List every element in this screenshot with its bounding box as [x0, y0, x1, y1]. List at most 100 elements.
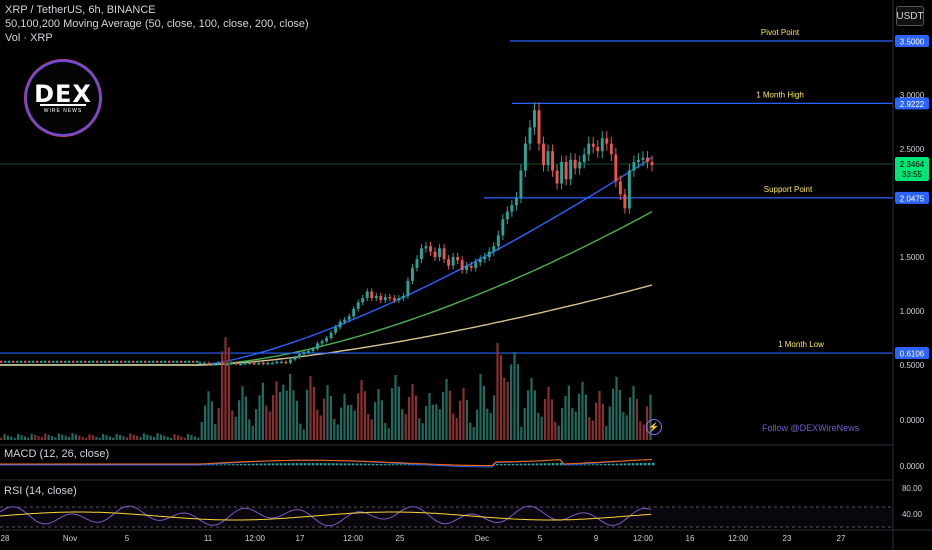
price-axis[interactable]: 3.0000 2.5000 1.5000 1.0000 0.5000 0.0000 2.34… — [892, 0, 929, 550]
volume-bar — [183, 437, 186, 440]
volume-bar — [108, 436, 111, 440]
volume-bar — [105, 435, 108, 440]
candle — [433, 251, 437, 257]
candle — [76, 360, 79, 363]
macd-histogram-bar — [340, 463, 343, 466]
candle — [456, 257, 460, 261]
volume-bar — [622, 412, 625, 440]
volume-bar — [176, 435, 179, 440]
time-tick-label: 16 — [686, 534, 695, 543]
macd-histogram-bar — [352, 463, 355, 466]
volume-legend[interactable]: Vol · XRP — [5, 32, 53, 44]
macd-histogram-bar — [652, 462, 655, 466]
volume-bar — [401, 409, 404, 440]
candle — [36, 360, 39, 363]
volume-bar — [605, 426, 608, 440]
volume-bar — [0, 438, 3, 440]
candle — [239, 363, 243, 366]
macd-histogram-bar — [348, 463, 351, 466]
volume-bar — [23, 436, 26, 440]
lightning-icon[interactable]: ⚡ — [646, 419, 662, 435]
candle — [72, 360, 75, 363]
macd-label[interactable]: MACD (12, 26, close) — [4, 448, 110, 460]
candle — [623, 194, 627, 209]
level-price-tag — [895, 35, 929, 47]
time-tick-label: 12:00 — [728, 534, 749, 543]
candle — [88, 360, 91, 363]
volume-bar — [571, 408, 574, 440]
volume-bar — [282, 384, 285, 440]
ma-legend[interactable]: 50,100,200 Moving Average (50, close, 10… — [5, 18, 309, 30]
candle — [112, 360, 115, 363]
macd-histogram-bar — [236, 464, 239, 466]
candle — [116, 360, 119, 363]
volume-bar — [394, 375, 397, 440]
volume-bar — [227, 347, 230, 440]
macd-histogram-bar — [264, 463, 267, 466]
macd-histogram-bar — [612, 463, 615, 466]
macd-histogram-bar — [232, 464, 235, 466]
candle — [356, 302, 360, 309]
macd-histogram-bar — [392, 464, 395, 466]
volume-bar — [527, 390, 530, 440]
logo-text: DEX — [34, 80, 92, 108]
volume-bar — [27, 437, 30, 440]
volume-bar — [95, 436, 98, 440]
macd-histogram-bar — [404, 464, 407, 466]
logo-divider — [40, 104, 86, 106]
macd-histogram-bar — [368, 463, 371, 466]
candle — [0, 360, 3, 363]
volume-bar — [357, 393, 360, 440]
macd-histogram-bar — [644, 462, 647, 466]
candle — [415, 259, 419, 268]
candle — [573, 159, 577, 169]
pane-tick-label: 0.0000 — [900, 462, 925, 471]
candle — [365, 291, 369, 299]
volume-bar — [489, 412, 492, 440]
volume-bar — [421, 423, 424, 440]
volume-bar — [476, 409, 479, 440]
volume-bar — [472, 426, 475, 440]
volume-bar — [285, 390, 288, 440]
volume-bar — [387, 428, 390, 440]
volume-bar — [448, 390, 451, 440]
time-axis[interactable]: 28 Nov 5 11 12:00 17 12:00 25 Dec 5 9 12:00 16 12:00 2… — [0, 529, 932, 543]
volume-bar — [44, 433, 47, 440]
candle — [311, 348, 315, 351]
volume-bar — [445, 378, 448, 440]
candle — [627, 170, 631, 209]
candle — [188, 360, 191, 363]
macd-histogram-bar — [228, 464, 231, 466]
candle — [284, 361, 288, 364]
time-tick-label: 27 — [837, 534, 846, 543]
volume-bar — [81, 436, 84, 440]
macd-histogram-bar — [300, 463, 303, 466]
volume-bar — [122, 436, 125, 440]
volume-bar — [452, 413, 455, 440]
candle — [84, 360, 87, 363]
volume-bar — [119, 435, 122, 440]
volume-bar — [404, 414, 407, 440]
volume-bar — [353, 410, 356, 440]
candle — [108, 360, 111, 363]
rsi-label[interactable]: RSI (14, close) — [4, 485, 77, 497]
currency-button[interactable]: USDT — [896, 6, 924, 26]
volume-bar — [10, 436, 13, 440]
macd-histogram-bar — [576, 464, 579, 466]
volume-bar — [438, 409, 441, 440]
volume-bar — [20, 435, 23, 440]
macd-histogram-bar — [540, 463, 543, 466]
candle — [374, 295, 378, 299]
macd-histogram-bar — [520, 463, 523, 466]
time-tick-label: Dec — [475, 534, 489, 543]
candle — [302, 352, 306, 355]
macd-histogram-bar — [304, 463, 307, 466]
symbol-title[interactable]: XRP / TetherUS, 6h, BINANCE — [5, 4, 156, 16]
volume-bar — [408, 397, 411, 440]
candle — [168, 360, 171, 363]
volume-bar — [550, 399, 553, 440]
candle — [243, 362, 247, 365]
candle — [546, 151, 550, 166]
volume-bar — [469, 422, 472, 440]
